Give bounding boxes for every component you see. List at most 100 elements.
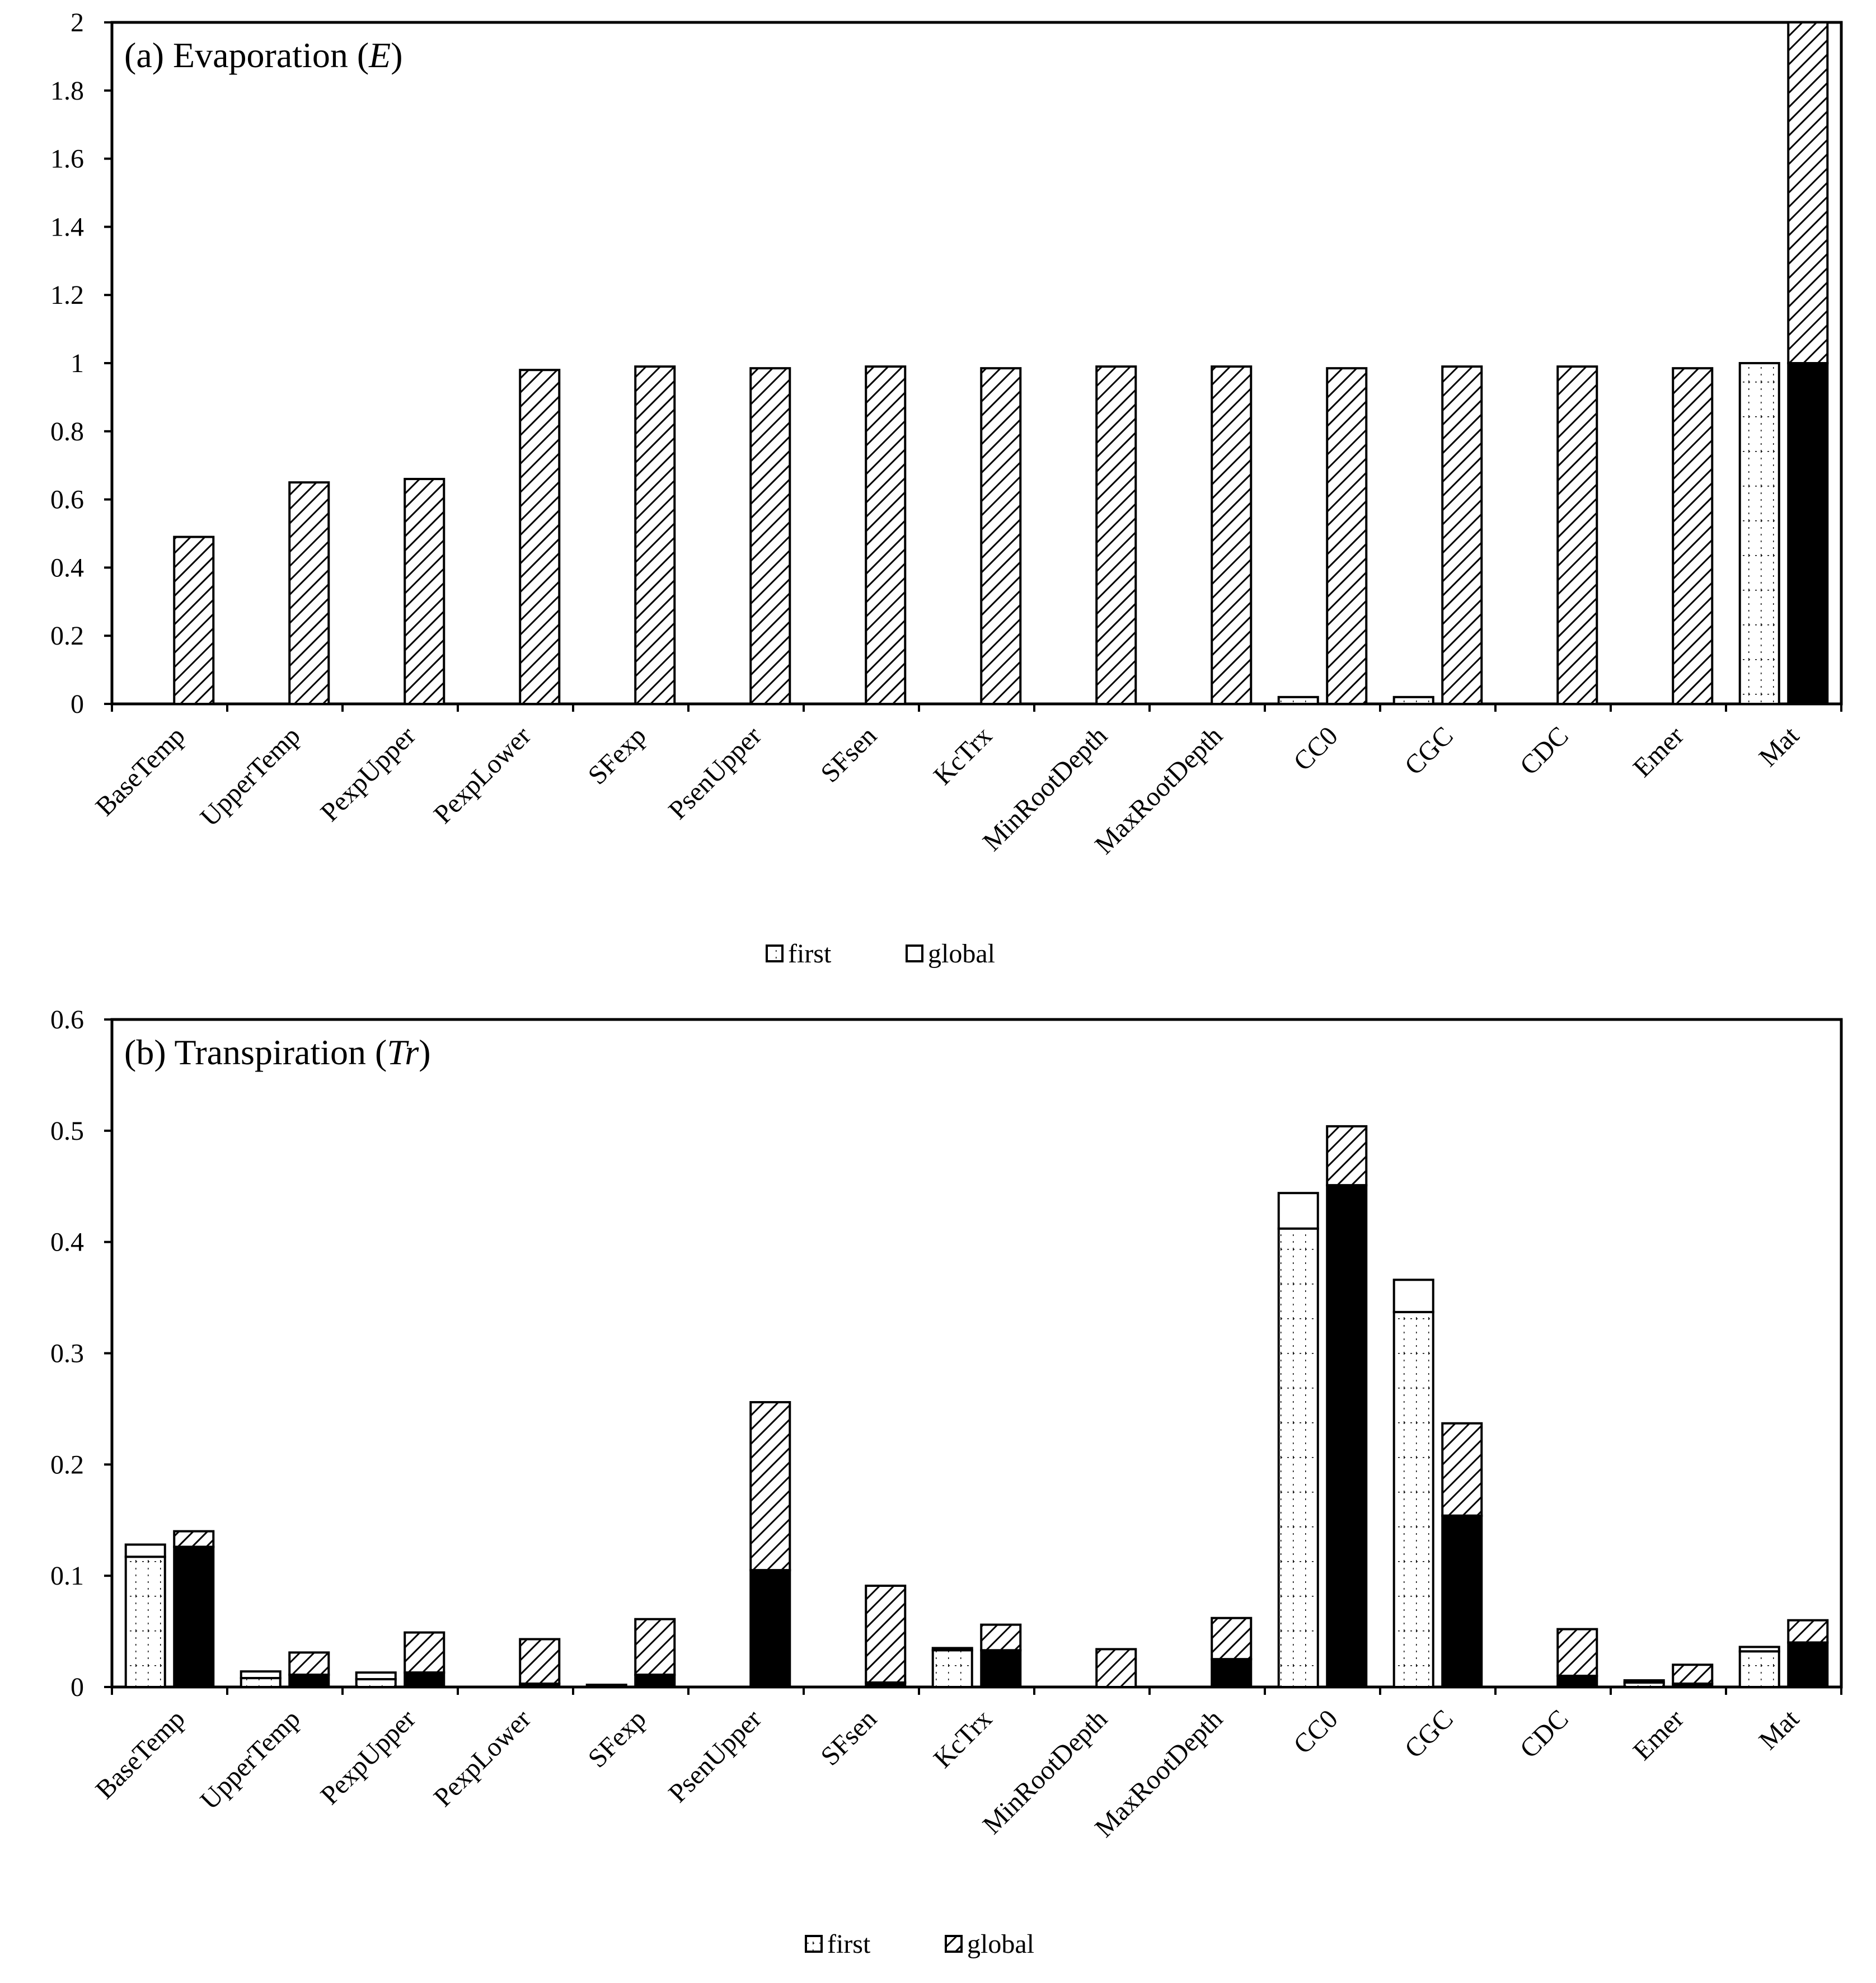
y-tick-label: 0 [71,1672,84,1702]
bar-global-upper-CC0 [1326,1125,1368,1187]
bar-global-lower-MaxRootDepth [1211,1658,1253,1689]
category-label: BaseTemp [90,1704,191,1805]
bar-global-upper-PexpLower [519,369,561,705]
bar-global-upper-UpperTemp [288,481,330,706]
category-label: PexpLower [428,1704,537,1812]
bar-global-upper-MaxRootDepth [1211,365,1253,705]
y-tick-label: 0.4 [50,1228,84,1257]
title-suffix: ) [419,1032,430,1072]
legend-label-first: first [827,1929,871,1959]
bar-global-upper-KcTrx [980,367,1022,705]
bar-first-lower-CGC [1392,696,1434,705]
category-label: CGC [1399,1704,1459,1764]
bar-global-upper-SFexp [634,365,676,705]
bar-first-upper-CC0 [1277,1192,1319,1230]
bar-global-upper-SFexp [634,1618,676,1676]
bar-global-lower-Emer [1672,1683,1714,1688]
title-suffix: ) [391,35,402,75]
category-label: PexpUpper [315,1704,421,1810]
y-tick-label: 1.2 [50,280,84,310]
bar-first-lower-CC0 [1277,696,1319,705]
legend-swatch-global [906,944,923,962]
bar-global-upper-Emer [1672,1664,1714,1685]
bar-global-upper-KcTrx [980,1623,1022,1652]
bar-global-upper-PsenUpper [749,367,791,705]
bar-global-upper-PexpLower [519,1638,561,1685]
y-tick-label: 0.3 [50,1339,84,1369]
category-label: BaseTemp [90,721,191,821]
category-label: PsenUpper [663,721,767,825]
legend-label-global: global [967,1929,1034,1959]
bar-global-upper-BaseTemp [173,535,215,706]
bar-first-lower-UpperTemp [240,1677,282,1688]
bar-global-lower-BaseTemp [173,1545,215,1688]
bar-global-upper-MaxRootDepth [1211,1617,1253,1661]
bar-first-lower-SFexp [585,1684,627,1689]
bar-global-upper-CC0 [1326,367,1368,705]
bar-global-upper-UpperTemp [288,1651,330,1676]
bar-global-upper-PexpUpper [404,478,445,705]
bar-global-upper-CGC [1441,365,1483,705]
plot-frame [110,1018,1843,1689]
bar-first-lower-Mat [1738,362,1780,705]
bar-global-upper-SFsen [865,1585,907,1684]
bar-global-upper-Emer [1672,367,1714,705]
legend-label-global: global [928,939,995,969]
bar-global-lower-CDC [1556,1675,1598,1689]
category-label: KcTrx [928,1704,998,1774]
y-tick-label: 1 [71,349,84,378]
category-label: SFsen [815,1704,882,1771]
category-label: UpperTemp [195,1704,306,1815]
bar-global-lower-SFsen [865,1681,907,1688]
legend-label-first: first [788,939,832,969]
y-tick-label: 1.4 [50,212,84,242]
y-tick-label: 0.1 [50,1561,84,1591]
bar-global-lower-CC0 [1326,1184,1368,1689]
legend-swatch-first [766,944,784,962]
bar-global-lower-Mat [1787,1641,1829,1688]
bar-global-upper-PsenUpper [749,1401,791,1572]
bar-first-upper-CGC [1392,1279,1434,1313]
title-variable: Tr [387,1032,419,1072]
y-tick-label: 2 [71,8,84,37]
bar-first-upper-BaseTemp [124,1543,166,1558]
category-label: PexpLower [428,721,537,829]
bar-global-lower-SFexp [634,1674,676,1689]
category-label: Emer [1628,721,1690,783]
title-variable: E [368,35,391,75]
bar-global-upper-MinRootDepth [1095,365,1137,705]
bar-global-lower-PexpLower [519,1683,561,1688]
bar-global-upper-PexpUpper [404,1631,445,1674]
bar-global-upper-SFsen [865,365,907,705]
bar-global-upper-Mat [1787,1619,1829,1644]
y-tick-label: 0.2 [50,621,84,651]
bar-global-upper-MinRootDepth [1095,1648,1137,1689]
category-label: SFexp [583,721,652,790]
category-label: UpperTemp [195,721,306,832]
category-label: CGC [1399,721,1459,781]
category-label: CC0 [1288,721,1344,777]
title-prefix: (b) Transpiration ( [124,1032,387,1072]
bar-global-lower-KcTrx [980,1649,1022,1689]
bar-first-lower-BaseTemp [124,1556,166,1688]
category-label: PexpUpper [315,721,421,827]
category-label: SFsen [815,721,882,788]
legend: first global [805,1929,1034,1959]
category-label: SFexp [583,1704,652,1773]
y-tick-label: 0.6 [50,485,84,515]
category-label: CDC [1514,1704,1574,1764]
category-label: PsenUpper [663,1704,767,1808]
category-label: CC0 [1288,1704,1344,1760]
y-tick-label: 0 [71,689,84,719]
legend-swatch-first [805,1935,823,1953]
bar-first-lower-Emer [1623,1681,1665,1688]
bar-global-upper-BaseTemp [173,1530,215,1548]
y-tick-label: 0.8 [50,417,84,447]
y-tick-label: 1.8 [50,76,84,106]
y-tick-label: 0.5 [50,1116,84,1146]
category-label: KcTrx [928,721,998,791]
category-label: Mat [1753,721,1805,773]
bar-global-upper-CDC [1556,365,1598,705]
